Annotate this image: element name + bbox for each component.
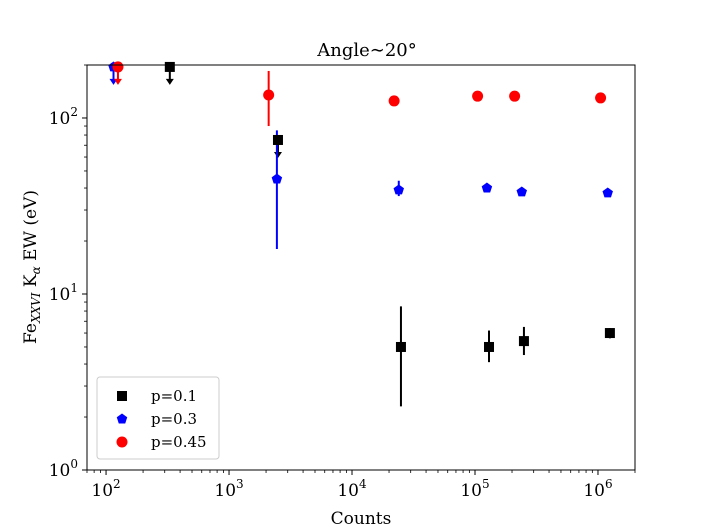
data-point xyxy=(272,134,283,145)
y-axis-label: FeXXVI Kα EW (eV) xyxy=(21,190,43,344)
x-tick-label: 102 xyxy=(91,477,120,501)
x-tick-label: 106 xyxy=(583,477,612,501)
y-label-middle: K xyxy=(21,274,41,292)
legend-marker xyxy=(116,436,128,448)
data-point xyxy=(595,92,607,104)
x-tick-exponent: 4 xyxy=(359,477,367,491)
y-label-subscript-alpha: α xyxy=(29,266,43,274)
data-point xyxy=(602,187,613,198)
y-label-subscript: XXVI xyxy=(29,292,43,324)
data-point xyxy=(388,95,400,107)
x-tick-base: 10 xyxy=(214,481,236,501)
x-tick-base: 10 xyxy=(91,481,113,501)
data-point xyxy=(481,182,493,193)
data-point xyxy=(393,184,404,195)
y-label-prefix: Fe xyxy=(21,323,41,344)
x-tick-exponent: 2 xyxy=(113,477,121,491)
y-tick-exponent: 0 xyxy=(70,457,78,471)
x-tick-label: 105 xyxy=(460,477,489,501)
legend-label: p=0.3 xyxy=(151,410,197,428)
x-tick-exponent: 6 xyxy=(605,477,613,491)
data-point xyxy=(604,328,615,339)
y-label-suffix: EW (eV) xyxy=(21,190,41,266)
legend-label: p=0.1 xyxy=(151,387,197,405)
legend: p=0.1 p=0.3 p=0.45 xyxy=(96,376,220,460)
x-axis-label: Counts xyxy=(331,509,392,529)
chart-title: Angle∼20° xyxy=(316,40,417,61)
x-tick-base: 10 xyxy=(337,481,359,501)
data-point xyxy=(263,89,275,101)
y-tick-base: 10 xyxy=(49,461,71,481)
x-tick-label: 104 xyxy=(337,477,367,501)
x-tick-base: 10 xyxy=(583,481,605,501)
legend-marker xyxy=(117,391,127,401)
x-tick-labels: 102 103 104 105 106 xyxy=(91,477,612,501)
upper-limit-arrow xyxy=(165,78,174,85)
data-point xyxy=(516,186,527,197)
legend-label: p=0.45 xyxy=(151,433,207,451)
x-tick-exponent: 3 xyxy=(236,477,244,491)
upper-limit-arrow xyxy=(113,78,122,85)
upper-limit-arrow xyxy=(273,151,282,158)
error-bars xyxy=(109,66,611,407)
y-tick-exponent: 2 xyxy=(70,105,78,119)
x-tick-exponent: 5 xyxy=(482,477,490,491)
data-point xyxy=(395,341,406,352)
y-tick-exponent: 1 xyxy=(70,281,78,295)
data-point xyxy=(271,173,283,184)
x-tick-label: 103 xyxy=(214,477,243,501)
data-point xyxy=(164,61,175,72)
data-point xyxy=(484,341,495,352)
data-point xyxy=(472,90,484,102)
y-tick-label: 100 xyxy=(49,457,78,481)
plot-frame xyxy=(86,64,636,471)
y-tick-base: 10 xyxy=(49,109,71,129)
x-tick-base: 10 xyxy=(460,481,482,501)
data-markers xyxy=(108,61,615,352)
data-point xyxy=(509,90,521,102)
data-point xyxy=(112,61,124,73)
y-tick-label: 101 xyxy=(49,281,78,305)
legend-marker xyxy=(116,413,128,424)
legend-box xyxy=(96,376,220,460)
data-point xyxy=(518,336,529,347)
y-tick-base: 10 xyxy=(49,285,71,305)
y-tick-label: 102 xyxy=(49,105,78,129)
